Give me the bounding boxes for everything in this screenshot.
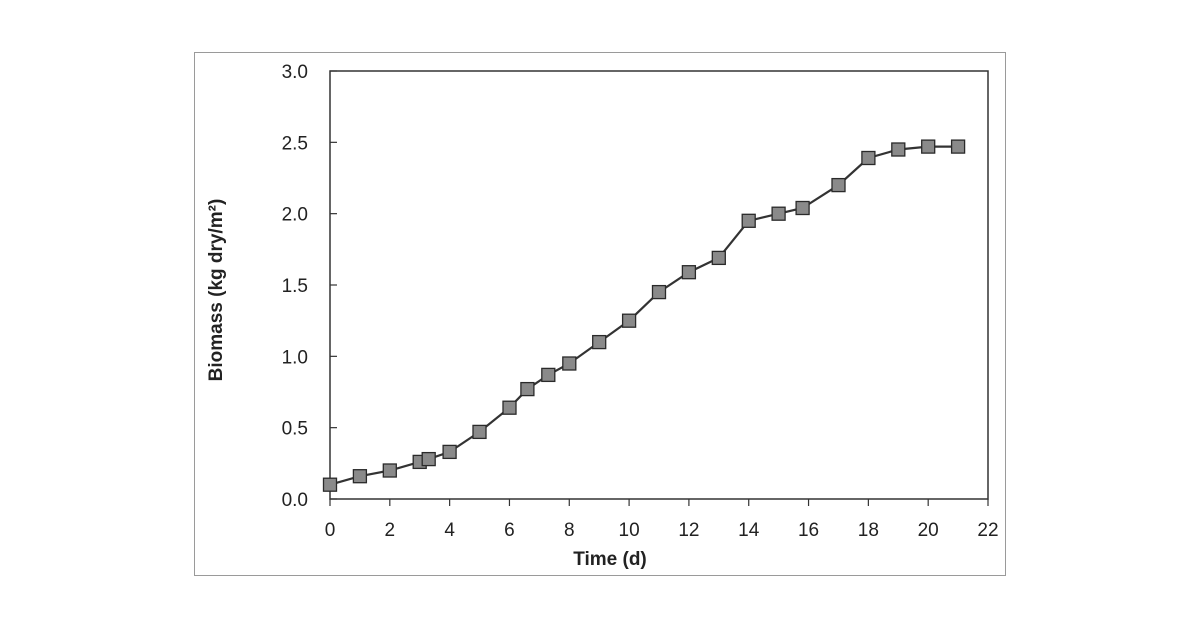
- data-point-6: [473, 425, 486, 438]
- y-axis-title: Biomass (kg dry/m²): [206, 199, 227, 382]
- data-point-12: [623, 314, 636, 327]
- data-point-20: [862, 152, 875, 165]
- x-tick-label-4: 8: [564, 520, 575, 541]
- x-tick-label-0: 0: [325, 520, 336, 541]
- y-tick-label-5: 2.5: [282, 133, 308, 154]
- y-tick-label-1: 0.5: [282, 419, 308, 440]
- y-tick-label-6: 3.0: [282, 62, 308, 83]
- y-axis-ticks: 0.0 0.5 1.0 1.5 2.0 2.5 3.0: [282, 62, 337, 511]
- y-tick-label-2: 1.0: [282, 347, 308, 368]
- x-tick-label-10: 20: [918, 520, 939, 541]
- x-tick-label-11: 22: [977, 520, 998, 541]
- data-point-13: [653, 286, 666, 299]
- x-tick-label-5: 10: [619, 520, 640, 541]
- series-line-0: [330, 147, 958, 485]
- data-point-16: [742, 214, 755, 227]
- x-tick-label-3: 6: [504, 520, 515, 541]
- data-point-22: [922, 140, 935, 153]
- data-point-18: [796, 202, 809, 215]
- x-axis-ticks: 0 2 4 6 8 10 12 14 16 18 20 22: [325, 499, 999, 541]
- y-tick-label-4: 2.0: [282, 205, 308, 226]
- x-axis-title: Time (d): [573, 549, 647, 570]
- series-group: [324, 140, 965, 491]
- data-point-10: [563, 357, 576, 370]
- data-point-8: [521, 383, 534, 396]
- data-point-11: [593, 336, 606, 349]
- data-point-7: [503, 401, 516, 414]
- data-point-2: [383, 464, 396, 477]
- x-tick-label-1: 2: [385, 520, 396, 541]
- y-tick-label-3: 1.5: [282, 276, 308, 297]
- data-point-23: [952, 140, 965, 153]
- data-point-5: [443, 445, 456, 458]
- y-tick-label-0: 0.0: [282, 490, 308, 511]
- x-tick-label-9: 18: [858, 520, 879, 541]
- data-point-0: [324, 478, 337, 491]
- data-point-4: [422, 453, 435, 466]
- data-point-21: [892, 143, 905, 156]
- data-point-1: [353, 470, 366, 483]
- data-point-14: [682, 266, 695, 279]
- x-tick-label-7: 14: [738, 520, 760, 541]
- x-tick-label-8: 16: [798, 520, 819, 541]
- data-point-15: [712, 251, 725, 264]
- x-tick-label-6: 12: [678, 520, 699, 541]
- x-tick-label-2: 4: [444, 520, 455, 541]
- data-point-19: [832, 179, 845, 192]
- data-point-17: [772, 207, 785, 220]
- data-point-9: [542, 368, 555, 381]
